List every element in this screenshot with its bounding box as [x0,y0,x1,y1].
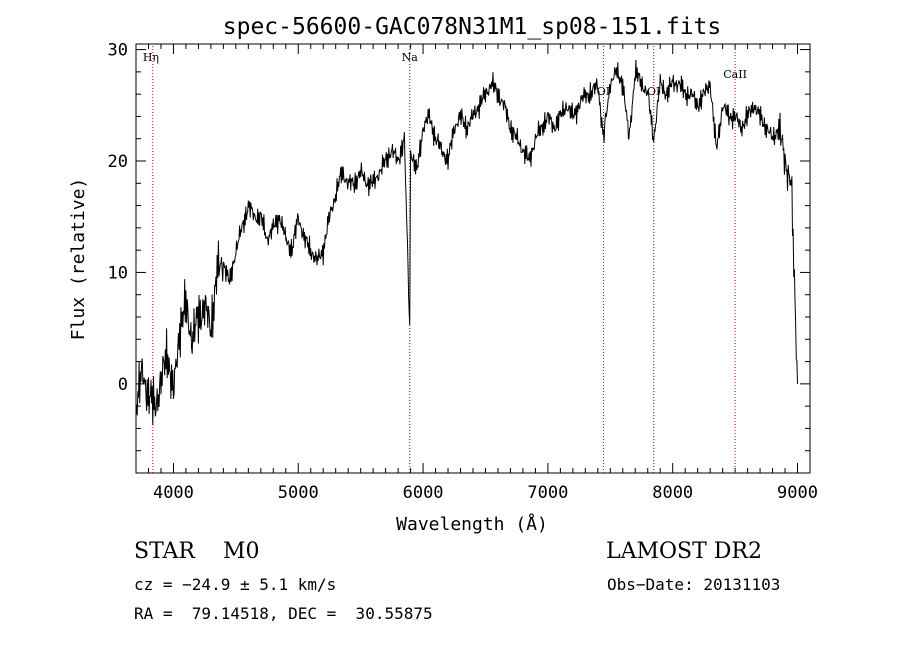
line-markers: Hη Na OI OI CaII [143,46,747,473]
plot-frame [135,43,811,474]
line-marker-label: Hη [143,51,159,64]
y-tick-label: 0 [118,375,128,395]
line-marker-label: OI [647,85,660,98]
x-tick-label: 8000 [652,483,693,503]
y-tick-label: 10 [108,263,128,283]
x-axis-label: Wavelength (Å) [396,513,548,535]
x-tick-label: 6000 [403,483,444,503]
x-tick-label: 5000 [278,483,319,503]
line-marker-label: Na [402,51,419,64]
y-tick-label: 30 [108,41,128,61]
y-axis-label: Flux (relative) [68,178,89,341]
spectrum-chart: spec-56600-GAC078N31M1_sp08-151.fits 400… [68,14,818,535]
spectrum-line [135,59,798,426]
x-tick-label: 7000 [527,483,568,503]
line-marker-label: CaII [723,68,747,81]
redshift-readout: cz = −24.9 ± 5.1 km/s [134,575,337,594]
line-marker-label: OI [597,85,610,98]
y-tick-label: 20 [108,152,128,172]
plot-border [135,43,811,474]
object-classification: STAR M0 [134,539,260,564]
observation-date: Obs−Date: 20131103 [607,575,781,594]
x-tick-label: 4000 [153,483,194,503]
coordinates-readout: RA = 79.14518, DEC = 30.55875 [134,604,433,623]
chart-title: spec-56600-GAC078N31M1_sp08-151.fits [223,14,722,40]
x-axis: 4000 5000 6000 7000 8000 9000 [135,44,818,503]
survey-name: LAMOST DR2 [606,539,762,564]
y-axis: 0 10 20 30 [108,41,810,474]
x-tick-label: 9000 [777,483,818,503]
